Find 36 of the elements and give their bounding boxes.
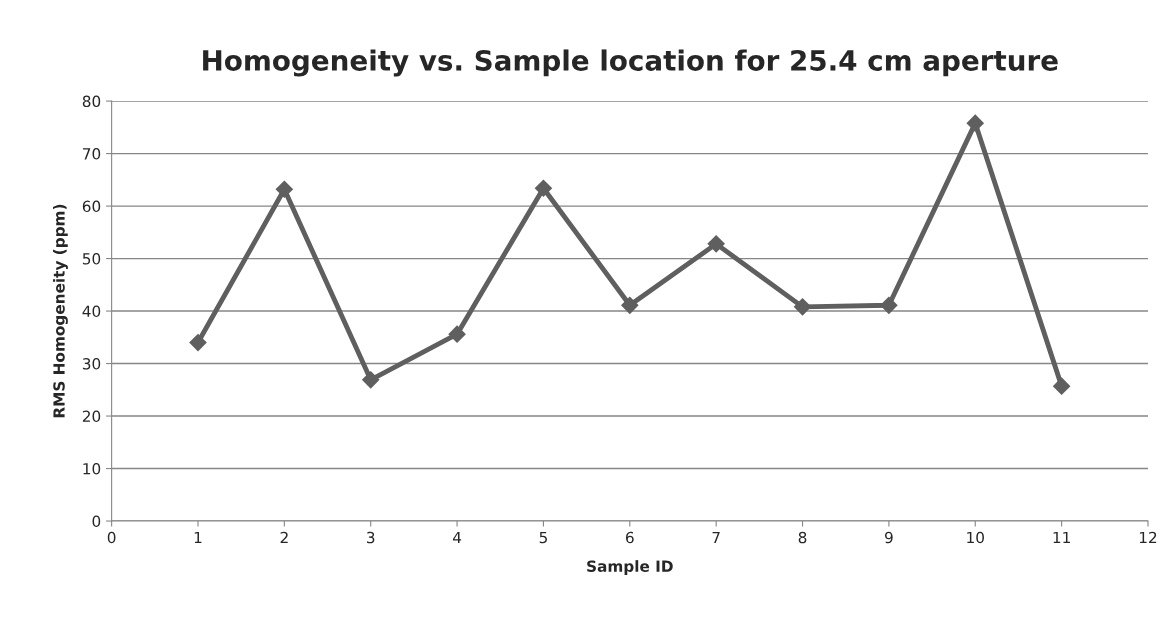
y-tick-label: 10 (83, 463, 101, 475)
point (275, 180, 294, 199)
y-tick-label: 30 (82, 358, 101, 370)
x-tick-label: 3 (367, 531, 375, 544)
x-tick-label: 6 (626, 531, 634, 544)
x-tick-label: 5 (539, 531, 547, 544)
point (189, 333, 207, 352)
y-tick-label: 70 (83, 148, 101, 160)
point (793, 298, 812, 316)
chart-title: Homogeneity vs. Sample location for 25.4 cm aperture (203, 49, 1058, 77)
y-tick-label: 50 (82, 253, 101, 265)
x-tick-label: 10 (967, 531, 984, 544)
point (448, 325, 466, 343)
x-tick-label: 0 (107, 531, 116, 544)
x-tick-label: 4 (452, 531, 462, 544)
point (534, 179, 553, 198)
y-tick-label: 40 (82, 305, 101, 318)
x-tick-label: 11 (1053, 531, 1070, 544)
point (707, 235, 725, 253)
x-tick-label: 8 (798, 531, 807, 544)
point (361, 370, 380, 389)
x-tick-label: 7 (712, 531, 720, 544)
y-axis-title: RMS Homogeneity (ppm) (52, 204, 68, 418)
point (880, 296, 898, 315)
y-tick-label: 0 (92, 515, 101, 528)
x-tick-label: 12 (1139, 531, 1157, 544)
x-tick-label: 9 (884, 531, 893, 544)
y-tick-label: 80 (82, 95, 101, 108)
point (1052, 377, 1071, 395)
x-axis-title: Sample ID (587, 560, 673, 575)
y-tick-label: 60 (82, 200, 101, 213)
point (966, 114, 985, 132)
x-tick-label: 2 (280, 531, 288, 544)
x-tick-label: 1 (194, 531, 202, 544)
y-tick-label: 20 (82, 410, 101, 423)
point (620, 296, 639, 315)
